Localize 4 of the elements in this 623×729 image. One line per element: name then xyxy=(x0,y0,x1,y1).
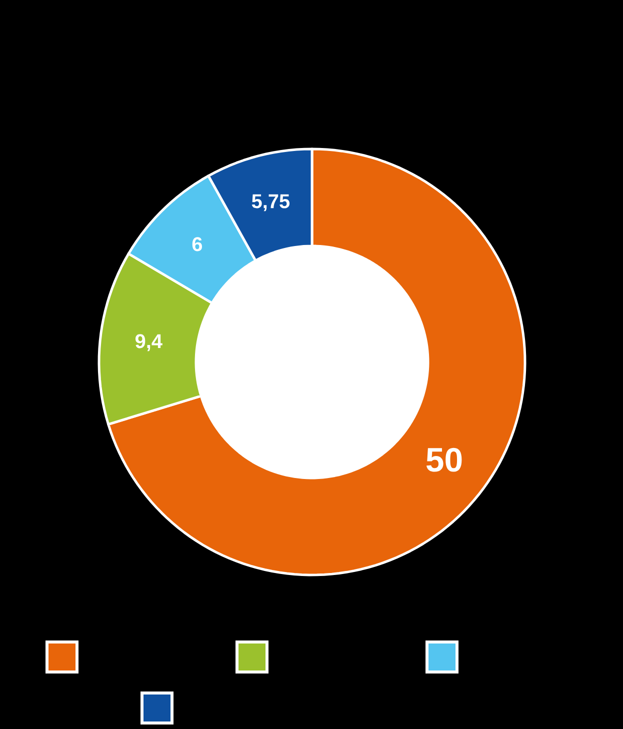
data-label: 5,75 xyxy=(252,194,290,212)
data-label: 6 xyxy=(192,237,202,252)
data-label: 50 xyxy=(426,448,462,472)
data-label: 9,4 xyxy=(135,334,162,352)
